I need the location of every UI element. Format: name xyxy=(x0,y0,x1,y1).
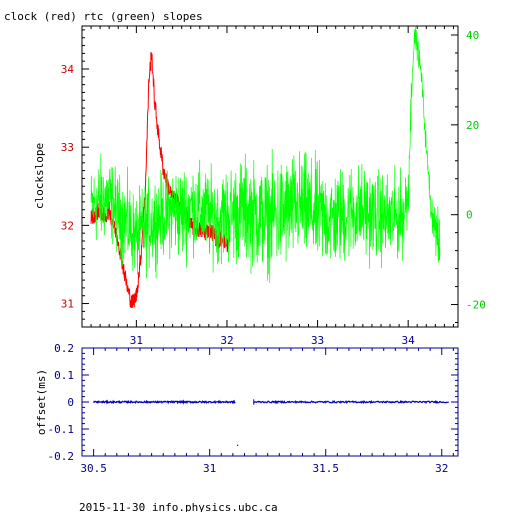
slope-y-tick-label: 31 xyxy=(61,298,74,311)
rtc-slope-trace xyxy=(90,26,441,283)
offset-y-tick-label: 0 xyxy=(67,396,74,409)
offset-x-tick-label: 32 xyxy=(435,462,448,475)
slope-y-tick-label: 33 xyxy=(61,141,74,154)
footer-credit: 2015-11-30 info.physics.ubc.ca xyxy=(79,501,278,512)
slope-y-right-tick-label: 0 xyxy=(466,209,473,222)
slope-y-axis-left: 31 32 33 34 xyxy=(61,29,89,320)
slope-y-axis-title: clockslope xyxy=(33,143,46,209)
clock-series-line xyxy=(90,51,231,309)
slope-y-right-tick-label: 20 xyxy=(466,119,479,132)
rtc-series-line xyxy=(90,26,441,283)
offset-x-tick-label: 31.5 xyxy=(312,462,339,475)
clock-slope-trace xyxy=(90,51,231,309)
slope-x-tick-label: 34 xyxy=(402,334,416,347)
slope-x-tick-label: 33 xyxy=(311,334,324,347)
slope-y-tick-label: 34 xyxy=(61,63,75,76)
offset-trace xyxy=(93,399,236,405)
offset-panel: 30.5 31 31.5 32 0.2 0.1 0 -0.1 -0.2 offset(ms) xyxy=(35,342,459,475)
offset-y-axis-title: offset(ms) xyxy=(35,369,48,435)
chart-title: clock (red) rtc (green) slopes xyxy=(4,10,203,23)
offset-y-tick-label: 0.1 xyxy=(54,369,74,382)
offset-y-axis: 0.2 0.1 0 -0.1 -0.2 xyxy=(48,342,458,463)
offset-y-tick-label: 0.2 xyxy=(54,342,74,355)
slope-x-axis: 31 32 33 34 xyxy=(90,26,454,347)
offset-y-tick-label: -0.1 xyxy=(48,423,75,436)
slope-y-right-tick-label: -20 xyxy=(466,299,486,312)
slope-y-tick-label: 32 xyxy=(61,219,74,232)
offset-x-axis: 30.5 31 31.5 32 xyxy=(80,348,454,475)
offset-y-tick-label: -0.2 xyxy=(48,450,75,463)
slope-x-tick-label: 32 xyxy=(220,334,233,347)
offset-trace xyxy=(253,399,450,405)
slope-y-right-tick-label: 40 xyxy=(466,29,479,42)
slope-x-tick-label: 31 xyxy=(130,334,143,347)
offset-x-tick-label: 30.5 xyxy=(80,462,107,475)
slope-y-axis-right: -20 0 20 40 xyxy=(451,29,486,324)
offset-x-tick-label: 31 xyxy=(203,462,216,475)
slope-panel: 31 32 33 34 31 32 33 34 -20 0 20 40 clockslope xyxy=(33,25,486,347)
slope-panel-frame xyxy=(81,25,459,328)
offset-series xyxy=(93,399,450,446)
offset-outlier-point xyxy=(237,444,239,446)
